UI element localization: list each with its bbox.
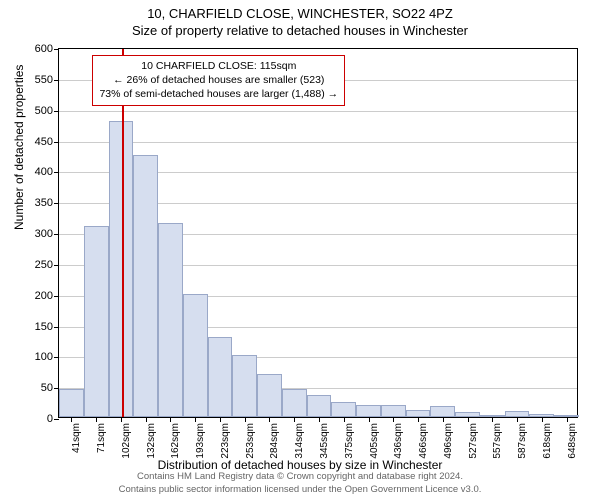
x-tick-label: 162sqm [170,423,181,459]
x-tick-mark [170,417,171,422]
histogram-bar [505,411,530,417]
x-tick-mark [121,417,122,422]
x-tick-label: 41sqm [71,423,82,453]
x-tick-label: 253sqm [245,423,256,459]
x-tick-label: 284sqm [269,423,280,459]
x-tick-mark [195,417,196,422]
x-tick-label: 527sqm [468,423,479,459]
x-tick-label: 618sqm [542,423,553,459]
histogram-bar [406,410,431,417]
y-tick-label: 250 [35,259,53,271]
x-tick-label: 193sqm [195,423,206,459]
x-tick-mark [393,417,394,422]
chart-footer: Contains HM Land Registry data © Crown c… [0,471,600,496]
x-tick-label: 496sqm [443,423,454,459]
x-tick-mark [71,417,72,422]
histogram-bar [158,223,183,417]
x-tick-mark [294,417,295,422]
histogram-bar [208,337,233,417]
callout-line3: 73% of semi-detached houses are larger (… [99,87,338,101]
histogram-bar [480,415,505,417]
x-tick-mark [517,417,518,422]
x-tick-label: 345sqm [319,423,330,459]
histogram-bar [133,155,158,417]
x-tick-mark [567,417,568,422]
chart-plot-area: 10 CHARFIELD CLOSE: 115sqm ← 26% of deta… [58,48,578,418]
histogram-bar [84,226,109,417]
x-tick-label: 223sqm [220,423,231,459]
x-tick-mark [468,417,469,422]
x-axis-label: Distribution of detached houses by size … [0,458,600,472]
histogram-bar [282,389,307,417]
callout-line2: ← 26% of detached houses are smaller (52… [99,73,338,87]
histogram-bar [430,406,455,417]
chart-title-line1: 10, CHARFIELD CLOSE, WINCHESTER, SO22 4P… [0,6,600,21]
x-tick-label: 436sqm [393,423,404,459]
x-tick-mark [146,417,147,422]
x-tick-mark [443,417,444,422]
callout-line1: 10 CHARFIELD CLOSE: 115sqm [99,59,338,73]
histogram-bar [455,412,480,417]
histogram-bar [183,294,208,417]
property-callout-box: 10 CHARFIELD CLOSE: 115sqm ← 26% of deta… [92,55,345,106]
y-tick-mark [54,419,59,420]
x-tick-mark [220,417,221,422]
x-tick-mark [96,417,97,422]
histogram-bar [109,121,134,417]
footer-line1: Contains HM Land Registry data © Crown c… [0,471,600,483]
x-tick-mark [542,417,543,422]
y-axis-label: Number of detached properties [12,65,26,230]
x-tick-label: 132sqm [146,423,157,459]
x-tick-label: 557sqm [492,423,503,459]
histogram-bar [59,389,84,417]
y-tick-label: 0 [47,413,53,425]
histogram-bar [554,415,579,417]
x-tick-label: 648sqm [567,423,578,459]
histogram-bar [257,374,282,417]
histogram-bar [331,402,356,417]
y-tick-label: 400 [35,166,53,178]
chart-title-line2: Size of property relative to detached ho… [0,23,600,38]
y-tick-label: 150 [35,321,53,333]
x-tick-label: 405sqm [369,423,380,459]
x-tick-label: 375sqm [344,423,355,459]
x-tick-mark [245,417,246,422]
y-tick-label: 550 [35,74,53,86]
y-tick-label: 200 [35,290,53,302]
x-tick-mark [269,417,270,422]
y-tick-label: 500 [35,105,53,117]
chart-title-block: 10, CHARFIELD CLOSE, WINCHESTER, SO22 4P… [0,0,600,38]
histogram-bar [232,355,257,417]
x-tick-label: 466sqm [418,423,429,459]
y-tick-label: 300 [35,228,53,240]
x-tick-mark [319,417,320,422]
x-tick-label: 71sqm [96,423,107,453]
x-tick-mark [418,417,419,422]
histogram-bar [356,405,381,417]
y-tick-label: 600 [35,43,53,55]
x-tick-label: 102sqm [121,423,132,459]
footer-line2: Contains public sector information licen… [0,484,600,496]
y-tick-label: 50 [41,382,53,394]
x-tick-label: 314sqm [294,423,305,459]
histogram-bar [529,414,554,417]
x-tick-mark [492,417,493,422]
histogram-bar [307,395,332,417]
y-tick-label: 450 [35,136,53,148]
histogram-bar [381,405,406,417]
x-tick-mark [369,417,370,422]
x-tick-mark [344,417,345,422]
y-tick-label: 350 [35,197,53,209]
x-tick-label: 587sqm [517,423,528,459]
y-tick-label: 100 [35,351,53,363]
